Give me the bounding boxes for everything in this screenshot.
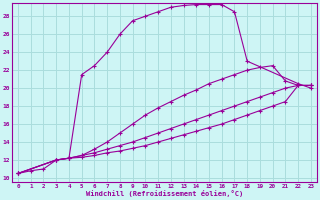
X-axis label: Windchill (Refroidissement éolien,°C): Windchill (Refroidissement éolien,°C)	[86, 190, 243, 197]
